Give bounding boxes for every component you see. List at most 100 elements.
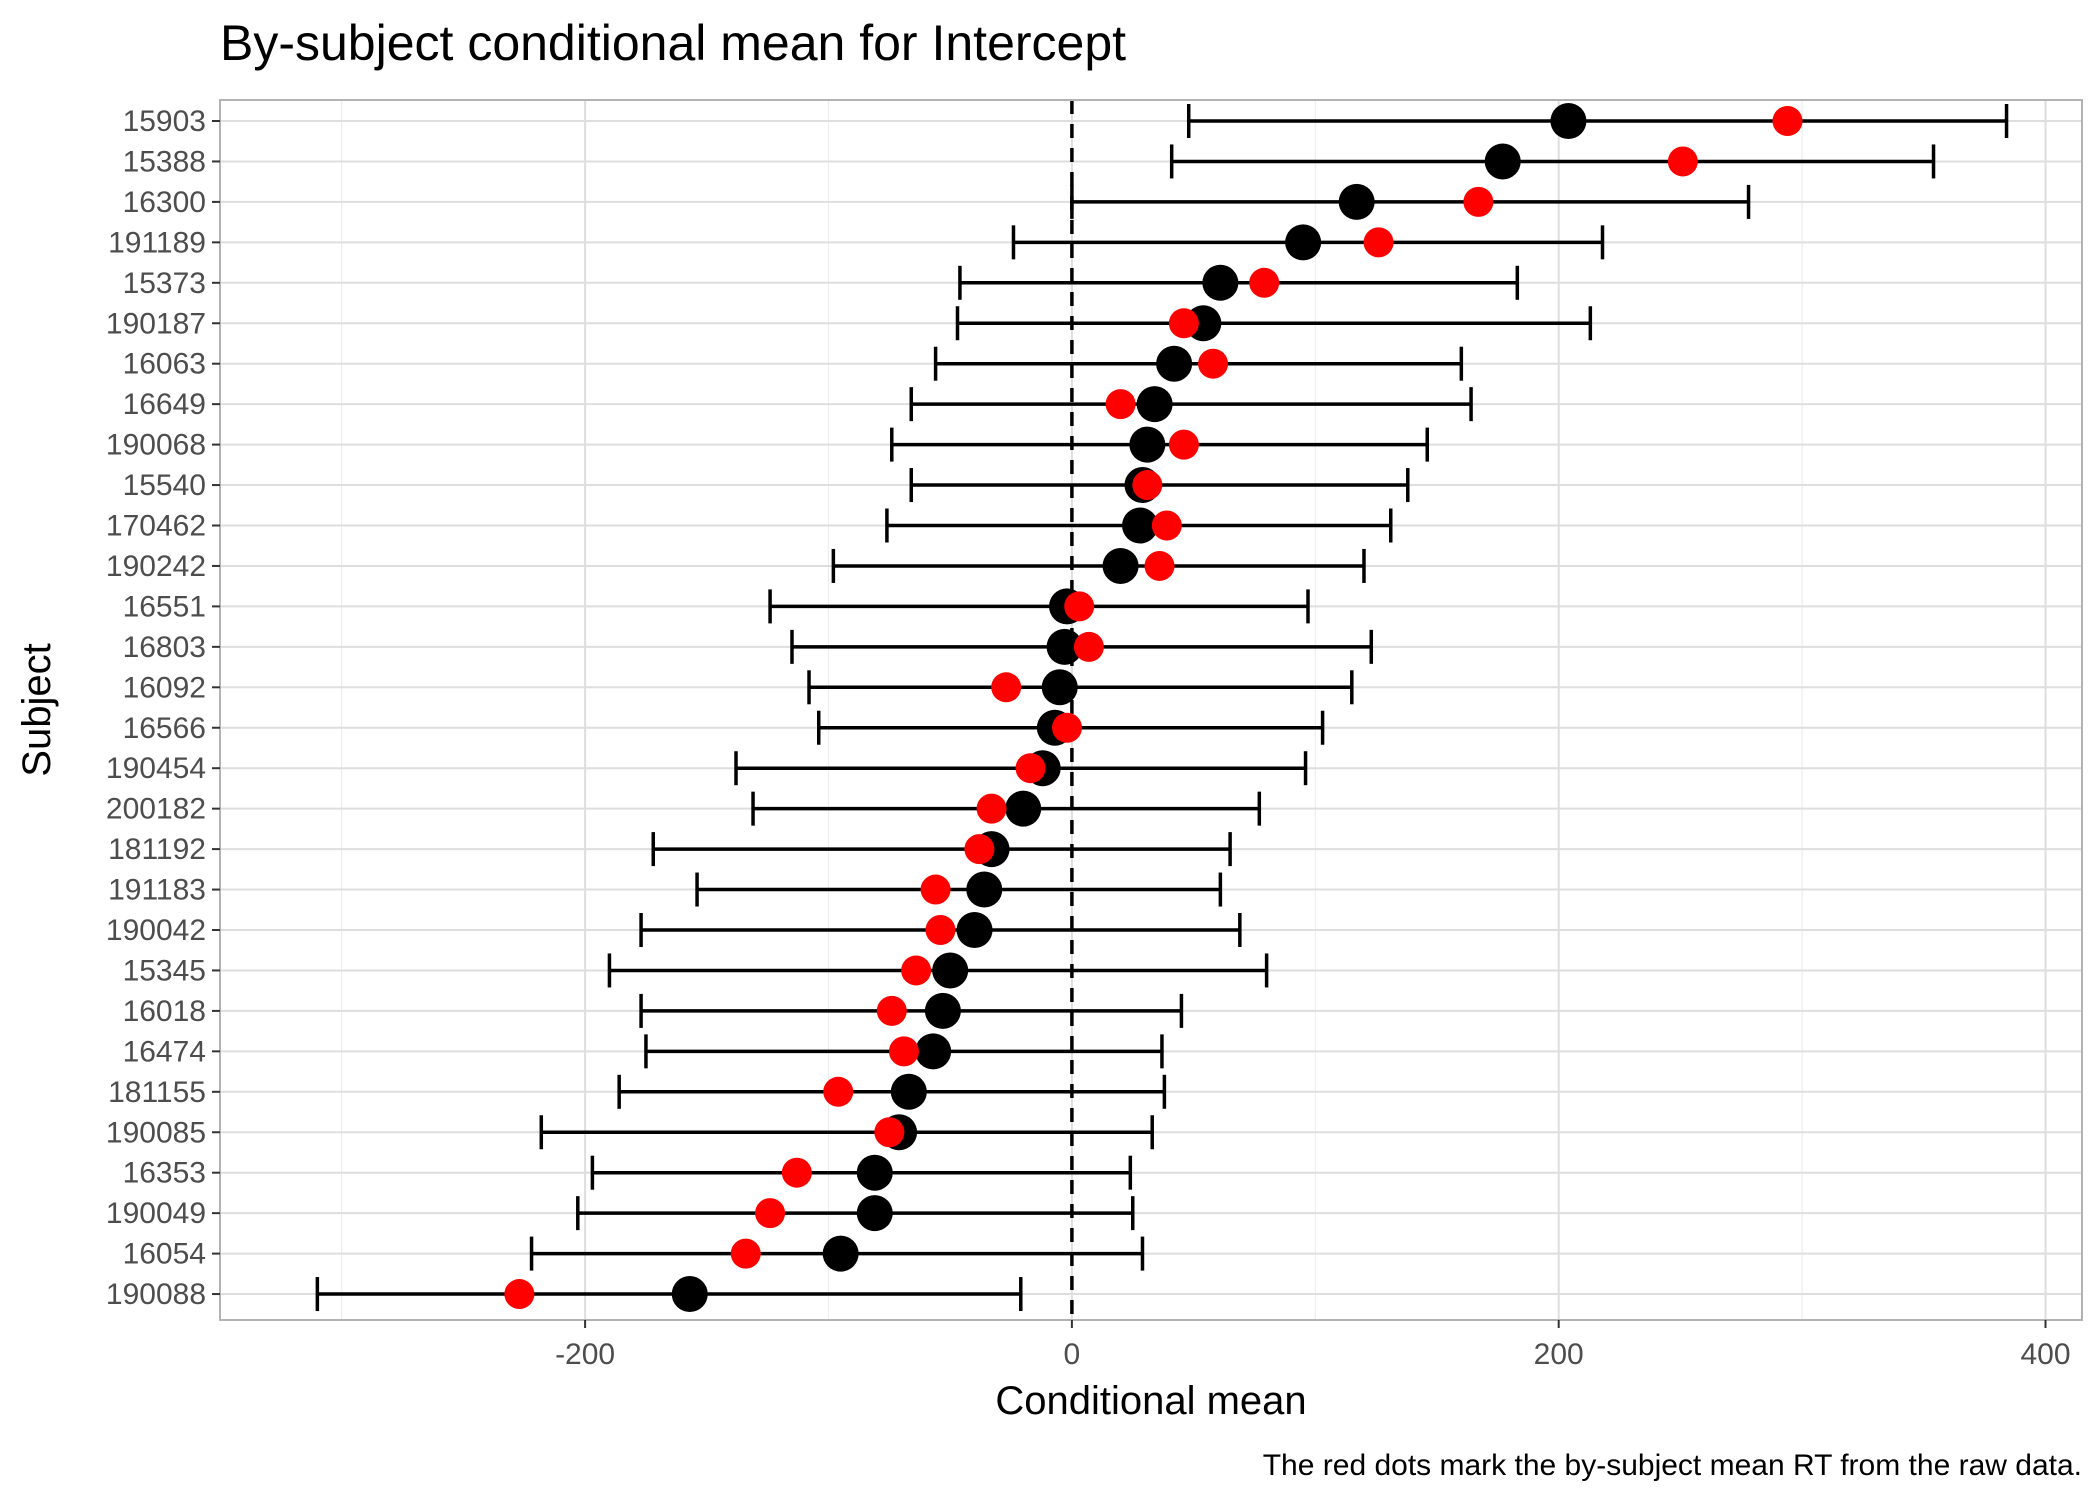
conditional-mean-point-181155 — [890, 1073, 927, 1110]
raw-mean-point-16353 — [781, 1157, 812, 1188]
raw-mean-point-190088 — [504, 1279, 535, 1310]
error-bar-181192 — [651, 832, 1232, 867]
conditional-mean-point-16063 — [1156, 345, 1193, 382]
conditional-mean-point-190242 — [1102, 547, 1139, 584]
conditional-mean-point-190088 — [671, 1276, 708, 1313]
raw-mean-point-191189 — [1363, 227, 1394, 258]
raw-mean-point-190068 — [1168, 429, 1199, 460]
error-bar-190187 — [955, 306, 1593, 341]
y-tick-label: 16649 — [123, 388, 206, 421]
error-bar-15903 — [1186, 104, 2009, 138]
error-bar-15388 — [1169, 144, 1936, 179]
y-tick-label: 15540 — [123, 469, 206, 502]
raw-mean-point-16092 — [991, 672, 1022, 703]
conditional-mean-point-190042 — [956, 912, 993, 948]
conditional-mean-point-191183 — [966, 871, 1003, 908]
error-bar-16092 — [807, 670, 1354, 705]
raw-mean-point-170462 — [1151, 510, 1182, 541]
conditional-mean-point-190049 — [856, 1195, 893, 1232]
conditional-mean-point-15388 — [1484, 143, 1521, 180]
y-tick-label: 16566 — [123, 712, 206, 745]
y-tick-label: 190187 — [106, 307, 206, 340]
raw-mean-point-181192 — [964, 834, 995, 865]
y-tick-label: 190085 — [106, 1116, 206, 1149]
points — [504, 103, 1803, 1313]
y-axis-title: Subject — [15, 643, 59, 776]
raw-mean-point-16649 — [1105, 389, 1136, 420]
conditional-mean-point-15903 — [1550, 103, 1587, 139]
conditional-mean-point-170462 — [1122, 507, 1159, 544]
y-tick-label: 15345 — [123, 954, 206, 987]
y-tick-label: 16353 — [123, 1157, 206, 1190]
raw-mean-point-191183 — [920, 874, 951, 905]
x-axis-title: Conditional mean — [995, 1379, 1306, 1423]
conditional-mean-point-191189 — [1285, 224, 1322, 261]
error-bar-16300 — [1070, 184, 1751, 219]
conditional-mean-point-16649 — [1136, 386, 1173, 423]
chart-title: By-subject conditional mean for Intercep… — [220, 15, 1127, 71]
conditional-mean-point-15345 — [932, 952, 969, 989]
y-tick-label: 16018 — [123, 995, 206, 1028]
raw-mean-point-190049 — [755, 1198, 786, 1229]
raw-mean-point-16474 — [888, 1036, 919, 1067]
y-tick-label: 16474 — [123, 1035, 206, 1068]
y-tick-label: 190242 — [106, 550, 206, 583]
x-tick-label: 400 — [2020, 1338, 2070, 1371]
error-bar-190088 — [315, 1277, 1023, 1312]
y-tick-label: 191189 — [108, 226, 206, 259]
raw-mean-point-16018 — [876, 995, 907, 1026]
y-tick-label: 16803 — [123, 631, 206, 664]
chart-caption: The red dots mark the by-subject mean RT… — [1263, 1449, 2082, 1482]
conditional-mean-point-16353 — [856, 1154, 893, 1191]
x-axis-ticks: -200 0 200 400 — [555, 1320, 2071, 1371]
conditional-mean-point-16474 — [915, 1033, 952, 1070]
y-tick-label: 16092 — [123, 671, 206, 704]
conditional-mean-point-190068 — [1129, 426, 1166, 463]
raw-mean-point-190242 — [1144, 550, 1175, 581]
error-bar-15373 — [958, 265, 1520, 300]
raw-mean-point-181155 — [823, 1076, 854, 1107]
y-tick-label: 16063 — [123, 348, 206, 381]
y-tick-label: 15373 — [123, 267, 206, 300]
error-bar-190085 — [539, 1115, 1154, 1150]
raw-mean-point-16063 — [1198, 348, 1229, 379]
y-tick-label: 15903 — [123, 105, 206, 138]
error-bar-16018 — [639, 993, 1184, 1028]
y-tick-label: 200182 — [106, 793, 206, 826]
error-bar-190049 — [576, 1196, 1135, 1231]
conditional-mean-point-15373 — [1202, 264, 1239, 301]
raw-mean-point-15388 — [1667, 146, 1698, 177]
raw-mean-point-190042 — [925, 915, 956, 945]
error-bar-16551 — [768, 589, 1310, 624]
y-tick-label: 16551 — [123, 590, 206, 623]
raw-mean-point-16054 — [730, 1238, 761, 1269]
conditional-mean-point-16300 — [1338, 183, 1375, 220]
conditional-mean-point-16018 — [924, 992, 961, 1029]
error-bar-16649 — [909, 387, 1473, 422]
y-tick-label: 190454 — [106, 752, 206, 785]
raw-mean-point-190454 — [1015, 753, 1046, 784]
raw-mean-point-15903 — [1772, 106, 1803, 136]
y-axis-ticks: 15903 15388 16300 191189 15373 190187 16063 166… — [106, 105, 220, 1311]
raw-mean-point-15345 — [901, 955, 932, 986]
raw-mean-point-200182 — [976, 793, 1007, 824]
y-tick-label: 15388 — [123, 145, 206, 178]
raw-mean-point-15540 — [1132, 470, 1163, 501]
raw-mean-point-190187 — [1168, 308, 1199, 339]
error-bar-190242 — [831, 548, 1366, 583]
raw-mean-point-190085 — [874, 1117, 905, 1148]
raw-mean-point-16551 — [1064, 591, 1095, 622]
plot-border — [219, 99, 2083, 1321]
y-tick-label: 181155 — [108, 1076, 206, 1109]
conditional-mean-point-200182 — [1005, 790, 1042, 827]
y-tick-label: 190049 — [106, 1197, 206, 1230]
y-tick-label: 181192 — [108, 833, 206, 866]
conditional-mean-point-16054 — [822, 1235, 859, 1272]
y-tick-label: 190088 — [106, 1278, 206, 1311]
raw-mean-point-15373 — [1249, 267, 1280, 298]
raw-mean-point-16300 — [1463, 186, 1494, 217]
error-bar-191183 — [695, 872, 1223, 907]
conditional-mean-point-16803 — [1046, 628, 1083, 665]
y-tick-label: 16300 — [123, 186, 206, 219]
